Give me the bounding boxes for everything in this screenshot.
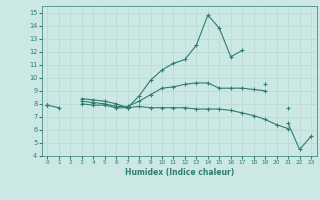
X-axis label: Humidex (Indice chaleur): Humidex (Indice chaleur) [124,168,234,177]
